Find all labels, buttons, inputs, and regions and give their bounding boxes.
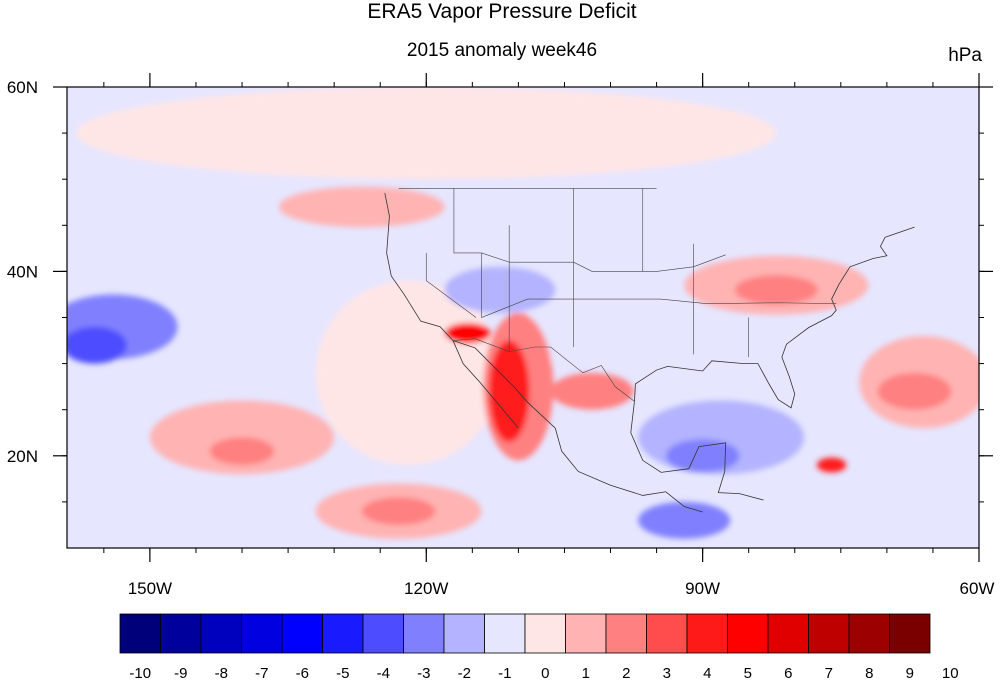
colorbar-label: -3: [417, 665, 430, 681]
anomaly-ohio-valley-core: [734, 275, 818, 305]
colorbar-swatch: [362, 613, 404, 654]
anomaly-caribbean-spot: [816, 457, 847, 473]
anomaly-subtropic-moist: [149, 400, 335, 475]
colorbar-label: -5: [336, 665, 349, 681]
anomaly-gulf-alaska-moist: [278, 186, 445, 228]
colorbar-label: -1: [498, 665, 511, 681]
colorbar-label: 5: [744, 665, 752, 681]
border-3: [481, 252, 837, 318]
chart-subtitle: 2015 anomaly week46: [406, 40, 598, 61]
colorbar-swatch: [686, 613, 728, 654]
anomaly-south-pacific-moist-2: [361, 497, 436, 525]
colorbar-swatch: [605, 613, 647, 654]
anomaly-gulf-mexico-core: [665, 439, 740, 473]
coastline-2: [630, 401, 764, 501]
colorbar-label: 8: [865, 665, 873, 681]
colorbar-swatch: [727, 613, 769, 654]
colorbar-swatch: [767, 613, 809, 654]
colorbar-swatch: [524, 613, 566, 654]
y-tick-label: 60N: [7, 78, 38, 97]
colorbar-label: 6: [784, 665, 792, 681]
anomaly-socal-hotspot: [444, 323, 491, 344]
colorbar-label: -7: [255, 665, 268, 681]
colorbar-label: 1: [582, 665, 590, 681]
colorbar-label: -10: [129, 665, 151, 681]
coastline-3: [452, 340, 519, 429]
units-label: hPa: [948, 45, 982, 66]
colorbar-swatch: [565, 613, 607, 654]
anomaly-baja-california-core: [488, 340, 530, 442]
colorbar: -10 -9 -8 -7 -6 -5 -4 -3 -2 -1 0 1 2 3 4 5 6 7 8 9 10: [119, 613, 959, 681]
y-tick-label: 20N: [7, 447, 38, 466]
anomaly-great-basin-dry: [444, 266, 556, 313]
colorbar-label: -9: [174, 665, 187, 681]
coastline-1: [634, 226, 915, 409]
border-1: [453, 338, 635, 402]
colorbar-swatch: [200, 613, 242, 654]
colorbar-swatch: [322, 613, 364, 654]
anomaly-central-pacific-dry-core: [67, 326, 127, 364]
colorbar-label: -2: [458, 665, 471, 681]
colorbar-swatch: [848, 613, 890, 654]
colorbar-swatch: [889, 613, 931, 654]
colorbar-swatch: [484, 613, 526, 654]
anomaly-regions: [67, 87, 979, 539]
anomaly-north-mexico-dry: [550, 372, 634, 410]
colorbar-label: 7: [825, 665, 833, 681]
y-tick-label: 40N: [7, 262, 38, 281]
colorbar-label: -4: [377, 665, 390, 681]
anomaly-caribbean-moist: [638, 501, 731, 539]
colorbar-label: 10: [942, 665, 959, 681]
colorbar-label: 2: [622, 665, 630, 681]
colorbar-swatch: [119, 613, 161, 654]
x-tick-label: 90W: [685, 579, 720, 598]
colorbar-swatch: [646, 613, 688, 654]
colorbar-swatch: [443, 613, 485, 654]
colorbar-label: -8: [215, 665, 228, 681]
colorbar-swatch: [241, 613, 283, 654]
colorbar-label: 0: [541, 665, 549, 681]
colorbar-label: 3: [663, 665, 671, 681]
colorbar-swatch: [160, 613, 202, 654]
x-tick-label: 150W: [128, 579, 172, 598]
colorbar-swatch: [403, 613, 445, 654]
colorbar-swatch: [808, 613, 850, 654]
x-tick-label: 60W: [960, 579, 995, 598]
anomaly-north-pacific-moist: [76, 87, 777, 180]
border-9: [425, 252, 477, 318]
coastlines: [384, 192, 915, 513]
coastline-0: [384, 192, 703, 513]
anomaly-subtropic-moist-2: [209, 437, 275, 466]
x-tick-label: 120W: [404, 579, 448, 598]
anomaly-field: [67, 87, 979, 548]
colorbar-label: 4: [703, 665, 711, 681]
colorbar-label: 9: [906, 665, 914, 681]
colorbar-label: -6: [296, 665, 309, 681]
chart-title: ERA5 Vapor Pressure Deficit: [367, 0, 637, 23]
anomaly-west-atlantic-core: [877, 372, 952, 410]
state-borders: [398, 188, 837, 402]
colorbar-swatch: [281, 613, 323, 654]
